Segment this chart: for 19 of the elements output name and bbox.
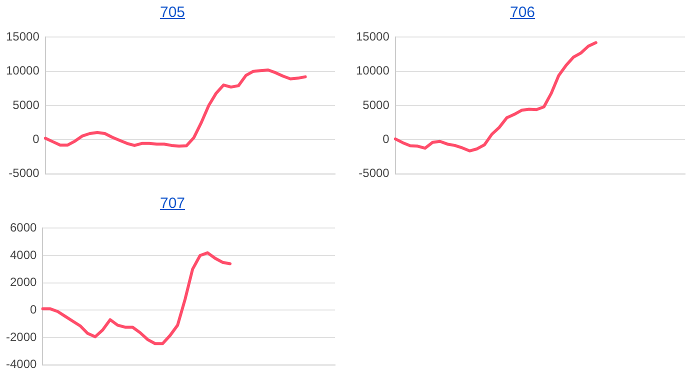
y-tick-label: 0 bbox=[382, 132, 390, 146]
y-tick-label: 2000 bbox=[10, 275, 38, 290]
chart-title: 705 bbox=[158, 3, 186, 23]
y-tick-label: -2000 bbox=[6, 330, 38, 344]
chart-title: 707 bbox=[158, 194, 186, 214]
y-tick-label: 15000 bbox=[356, 30, 390, 44]
y-tick-label: 5000 bbox=[12, 98, 40, 112]
y-tick-label: 5000 bbox=[362, 98, 390, 112]
y-tick-label: 0 bbox=[30, 302, 38, 316]
y-tick-label: -4000 bbox=[6, 357, 38, 372]
y-tick-label: -5000 bbox=[8, 166, 40, 180]
y-tick-label: -5000 bbox=[358, 166, 390, 180]
y-tick-label: 10000 bbox=[356, 64, 390, 78]
chart-title: 706 bbox=[508, 3, 536, 23]
y-tick-label: 15000 bbox=[6, 30, 40, 44]
y-tick-label: 0 bbox=[32, 132, 40, 146]
y-tick-label: 6000 bbox=[10, 220, 38, 235]
y-tick-label: 4000 bbox=[10, 248, 38, 262]
y-tick-label: 10000 bbox=[6, 64, 40, 78]
